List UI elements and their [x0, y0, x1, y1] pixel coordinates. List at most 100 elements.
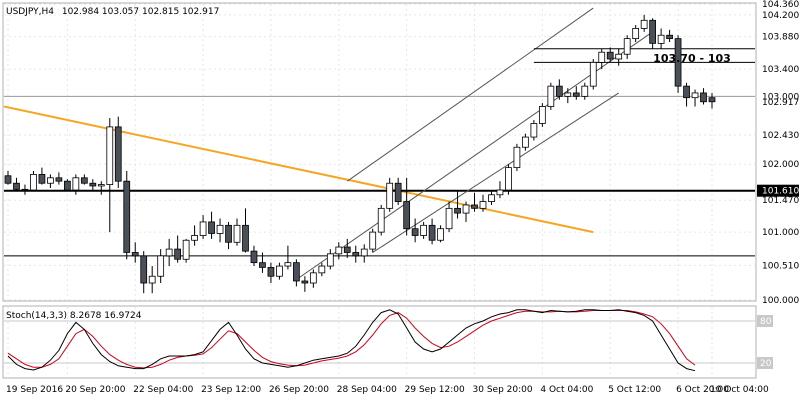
candle-body	[683, 85, 690, 99]
candle-body	[13, 182, 20, 190]
candle-body	[555, 85, 563, 97]
candle-body	[4, 175, 12, 184]
candle-body	[89, 182, 97, 187]
candle-body	[131, 252, 139, 257]
candle-body	[326, 253, 334, 267]
range-annotation: 103.70 - 103	[653, 52, 731, 65]
stoch-d-line	[7, 310, 696, 369]
price-tick-label: 103.880	[762, 33, 799, 43]
price-tick-label: 102.430	[762, 131, 799, 141]
time-axis: 19 Sep 2016 20 Sep 20:00 22 Sep 04:00 23 Se…	[6, 385, 769, 395]
candle-body	[674, 38, 682, 87]
stoch-level-label: 80	[760, 317, 772, 327]
candle-body	[72, 177, 80, 191]
stoch-k-line	[7, 309, 696, 372]
price-tick-label: 104.360	[762, 0, 799, 10]
candle-body	[513, 146, 521, 169]
candle-body	[21, 188, 29, 191]
stoch-panel	[2, 305, 757, 379]
stoch-level-box	[757, 315, 773, 327]
price-tick-label: 100.000	[762, 296, 799, 306]
candle-body	[267, 267, 275, 277]
candle-body	[343, 246, 351, 253]
time-tick-label: 23 Sep 12:00	[201, 385, 261, 395]
time-tick-label: 10 Oct 04:00	[710, 385, 769, 395]
candle-body	[301, 280, 309, 284]
support-price-label: 101.610	[762, 187, 799, 197]
candle-body	[80, 177, 88, 184]
candle-body	[30, 174, 37, 191]
time-tick-label: 30 Sep 20:00	[473, 385, 533, 395]
candle-body	[259, 262, 266, 268]
candle-body	[615, 53, 623, 60]
candle-body	[114, 126, 122, 182]
candle-body	[64, 180, 71, 191]
candle-body	[309, 272, 317, 284]
candle-body	[572, 92, 580, 97]
candle-body	[445, 207, 453, 230]
candle-body	[564, 92, 572, 97]
time-tick-label: 26 Sep 20:00	[269, 385, 329, 395]
candle-body	[225, 224, 232, 243]
candle-body	[216, 224, 224, 234]
candle-body	[488, 194, 495, 202]
symbol-label: USDJPY,H4	[6, 7, 54, 17]
price-tick-label: 100.510	[762, 261, 799, 271]
candle-body	[640, 19, 648, 29]
candle-body	[47, 177, 54, 184]
drawn-lines	[3, 7, 755, 281]
time-tick-label: 19 Sep 2016	[6, 385, 63, 395]
candle-body	[666, 34, 673, 40]
candle-body	[140, 255, 148, 284]
price-tick-label: 104.200	[762, 11, 799, 21]
time-tick-label: 5 Oct 12:00	[608, 385, 661, 395]
candle-body	[411, 228, 419, 236]
candle-body	[505, 167, 512, 191]
candle-body	[589, 61, 597, 87]
current-price-label: 102.917	[762, 98, 799, 108]
candle-body	[55, 177, 63, 182]
price-tick-label: 101.470	[762, 196, 799, 206]
time-tick-label: 6 Oct 20:00	[676, 385, 729, 395]
candle-body	[547, 85, 555, 107]
candle-body	[335, 246, 343, 255]
stoch-lines: 80 20	[4, 309, 773, 372]
candle-body	[182, 239, 190, 260]
stoch-level-box	[757, 357, 773, 369]
candle-body	[123, 180, 131, 253]
candle-body	[208, 221, 215, 234]
candle-body	[496, 189, 504, 196]
candle-body	[437, 228, 444, 241]
chart-header: USDJPY,H4 102.984 103.057 102.815 102.91…	[6, 7, 219, 17]
candle-body	[276, 265, 283, 277]
candle-body	[708, 97, 716, 103]
price-tick-label: 101.000	[762, 228, 799, 238]
candle-body	[420, 224, 427, 236]
candle-body	[700, 92, 707, 103]
candle-body	[632, 28, 640, 40]
candle-body	[428, 224, 436, 241]
candle-body	[97, 184, 105, 187]
candle-body	[199, 221, 207, 236]
candle-body	[403, 201, 411, 230]
candle-body	[284, 262, 292, 267]
channel-line	[346, 7, 594, 182]
candle-body	[242, 224, 249, 252]
candle-body	[394, 182, 402, 202]
candle-body	[538, 106, 546, 124]
ohlc-label: 102.984 103.057 102.815 102.917	[62, 7, 219, 17]
candle-body	[386, 182, 394, 209]
candle-body	[165, 248, 173, 257]
candle-body	[352, 252, 360, 257]
candle-body	[174, 248, 182, 260]
candle-body	[691, 92, 699, 99]
candle-body	[649, 19, 656, 44]
candle-body	[606, 51, 614, 60]
candle-body	[479, 201, 487, 209]
channel-line	[372, 92, 619, 253]
candle-body	[318, 265, 326, 274]
time-tick-label: 20 Sep 20:00	[65, 385, 125, 395]
candle-body	[369, 231, 377, 250]
